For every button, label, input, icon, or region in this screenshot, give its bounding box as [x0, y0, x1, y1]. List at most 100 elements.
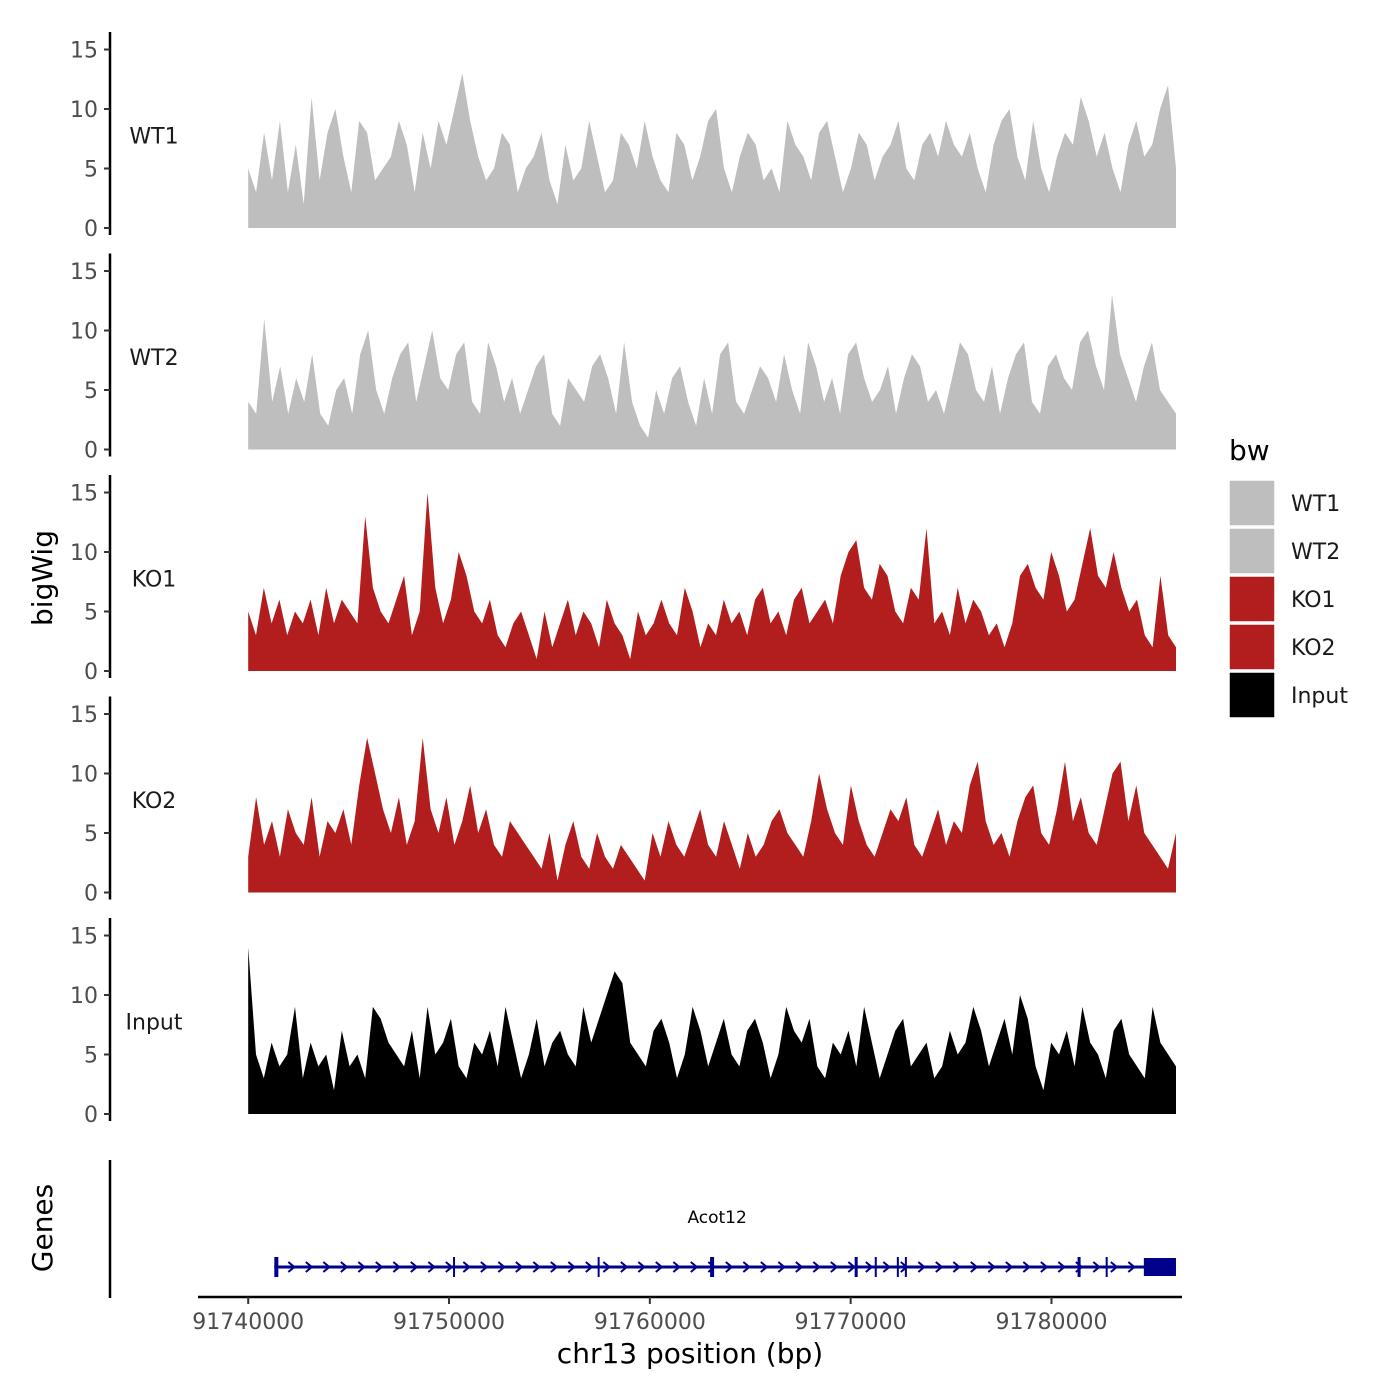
strand-arrow	[1127, 1261, 1136, 1273]
gene-exon	[1077, 1257, 1081, 1277]
strand-arrow	[917, 1261, 926, 1273]
y-tick-label: 0	[84, 882, 98, 907]
track-label-input: Input	[126, 1010, 183, 1035]
strand-arrow	[795, 1261, 804, 1273]
track-label-ko2: KO2	[132, 789, 177, 814]
genes-axis-title: Genes	[26, 1184, 59, 1272]
track-wt1: 0 5 10 15 WT1	[70, 32, 1176, 242]
legend-label-input: Input	[1291, 684, 1348, 709]
legend-swatch-input	[1228, 671, 1276, 719]
strand-arrow	[375, 1261, 384, 1273]
x-tick-label: 91780000	[995, 1310, 1107, 1335]
gene-exon	[274, 1257, 279, 1277]
y-tick-label: 5	[84, 158, 98, 183]
strand-arrow	[1110, 1261, 1119, 1273]
gene-exon	[854, 1257, 858, 1277]
strand-arrow	[322, 1261, 331, 1273]
y-tick-label: 15	[70, 260, 98, 285]
y-tick-label: 10	[70, 541, 98, 566]
gene-exon	[453, 1257, 456, 1277]
genes-panel: Acot12	[108, 1160, 1176, 1298]
y-tick-label: 10	[70, 320, 98, 345]
track-label-wt1: WT1	[129, 124, 178, 149]
signal-area-ko1	[248, 492, 1176, 671]
strand-arrow	[305, 1261, 314, 1273]
strand-arrow	[602, 1261, 611, 1273]
track-ko1: 0 5 10 15 KO1	[70, 475, 1176, 685]
signal-area-wt1	[248, 73, 1176, 228]
gene-exon	[710, 1257, 715, 1277]
y-axis-title: bigWig	[26, 530, 59, 626]
gene-exon	[874, 1257, 877, 1277]
legend-swatch-wt2	[1228, 527, 1276, 575]
x-axis: 91740000 91750000 91760000 91770000 91780000	[192, 1295, 1182, 1335]
gene-exon	[597, 1257, 600, 1277]
strand-arrow	[690, 1261, 699, 1273]
legend-swatch-ko1	[1228, 575, 1276, 623]
y-tick-label: 15	[70, 925, 98, 950]
y-tick-label: 5	[84, 822, 98, 847]
strand-arrow	[287, 1261, 296, 1273]
x-tick-label: 91750000	[393, 1310, 505, 1335]
strand-arrow	[585, 1261, 594, 1273]
track-label-wt2: WT2	[129, 346, 178, 371]
legend-label-ko2: KO2	[1291, 636, 1336, 661]
strand-arrow	[952, 1261, 961, 1273]
strand-arrow	[620, 1261, 629, 1273]
strand-arrow	[340, 1261, 349, 1273]
gene-exon	[1143, 1258, 1176, 1276]
strand-arrow	[987, 1261, 996, 1273]
strand-arrow	[1005, 1261, 1014, 1273]
strand-arrow	[410, 1261, 419, 1273]
signal-tracks: 0 5 10 15 WT1 0 5 10 15 WT2 0 5 10 15 KO1 0 5 10 15 KO2 0 5 10…	[70, 32, 1176, 1128]
strand-arrow	[1057, 1261, 1066, 1273]
strand-arrow	[935, 1261, 944, 1273]
signal-area-wt2	[248, 294, 1176, 450]
strand-arrow	[462, 1261, 471, 1273]
gene-label: Acot12	[687, 1208, 746, 1228]
strand-arrow	[445, 1261, 454, 1273]
legend-title: bw	[1229, 434, 1270, 467]
strand-arrow	[865, 1261, 874, 1273]
strand-arrow	[882, 1261, 891, 1273]
strand-arrow	[357, 1261, 366, 1273]
gene-exon	[904, 1257, 907, 1277]
strand-arrow	[532, 1261, 541, 1273]
strand-arrow	[567, 1261, 576, 1273]
strand-arrow	[392, 1261, 401, 1273]
y-tick-label: 0	[84, 1103, 98, 1128]
strand-arrow	[1092, 1261, 1101, 1273]
y-tick-label: 10	[70, 984, 98, 1009]
strand-arrow	[830, 1261, 839, 1273]
strand-arrow	[480, 1261, 489, 1273]
strand-arrow	[760, 1261, 769, 1273]
y-tick-label: 15	[70, 39, 98, 64]
strand-arrow	[970, 1261, 979, 1273]
x-tick-label: 91770000	[795, 1310, 907, 1335]
y-tick-label: 5	[84, 379, 98, 404]
strand-arrow	[672, 1261, 681, 1273]
y-tick-label: 0	[84, 217, 98, 242]
strand-arrow	[1022, 1261, 1031, 1273]
track-label-ko1: KO1	[132, 567, 177, 592]
strand-arrow	[777, 1261, 786, 1273]
y-tick-label: 10	[70, 98, 98, 123]
signal-area-ko2	[248, 737, 1176, 893]
y-tick-label: 0	[84, 439, 98, 464]
x-axis-title: chr13 position (bp)	[557, 1337, 823, 1370]
y-tick-label: 15	[70, 482, 98, 507]
y-tick-label: 5	[84, 601, 98, 626]
legend: bw WT1 WT2 KO1 KO2 Input	[1228, 434, 1348, 719]
strand-arrow	[427, 1261, 436, 1273]
y-tick-label: 0	[84, 660, 98, 685]
legend-label-wt2: WT2	[1291, 540, 1340, 565]
strand-arrow	[550, 1261, 559, 1273]
y-tick-label: 10	[70, 763, 98, 788]
track-wt2: 0 5 10 15 WT2	[70, 253, 1176, 464]
strand-arrow	[637, 1261, 646, 1273]
strand-arrow	[515, 1261, 524, 1273]
legend-label-wt1: WT1	[1291, 492, 1340, 517]
legend-label-ko1: KO1	[1291, 588, 1336, 613]
strand-arrow	[742, 1261, 751, 1273]
